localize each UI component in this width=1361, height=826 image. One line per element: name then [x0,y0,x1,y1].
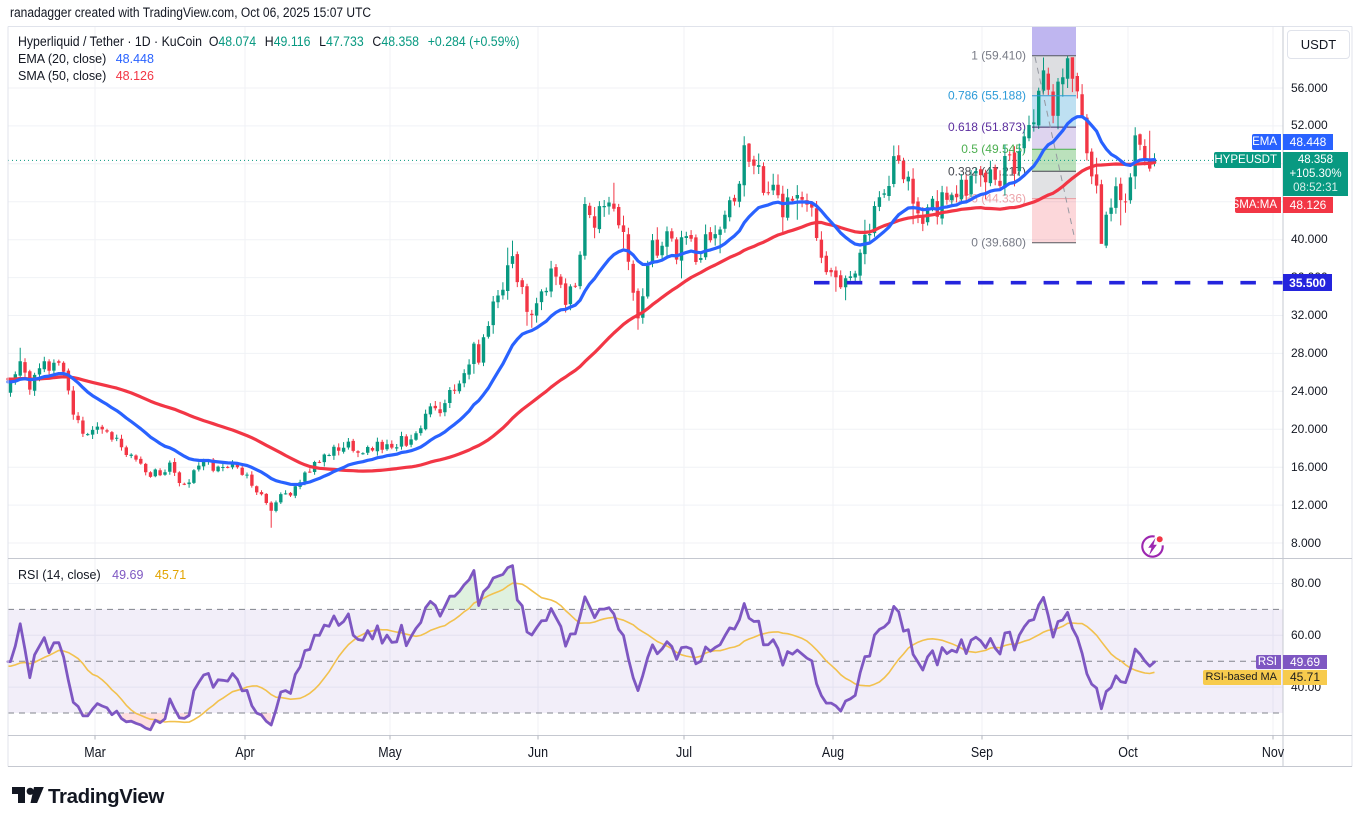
svg-text:0 (39.680): 0 (39.680) [971,236,1026,250]
svg-text:0.786 (55.188): 0.786 (55.188) [948,89,1026,103]
svg-text:1 (59.410): 1 (59.410) [971,49,1026,63]
svg-text:0.618 (51.873): 0.618 (51.873) [948,120,1026,134]
svg-text:0.5 (49.545): 0.5 (49.545) [961,142,1026,156]
